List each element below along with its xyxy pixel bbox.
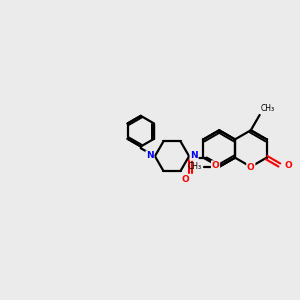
Text: O: O	[247, 163, 255, 172]
Text: O: O	[284, 160, 292, 169]
Text: CH₃: CH₃	[261, 104, 275, 113]
Text: O: O	[212, 161, 219, 170]
Text: O: O	[181, 175, 189, 184]
Text: CH₃: CH₃	[188, 162, 202, 171]
Text: N: N	[190, 151, 198, 160]
Text: N: N	[146, 151, 154, 160]
